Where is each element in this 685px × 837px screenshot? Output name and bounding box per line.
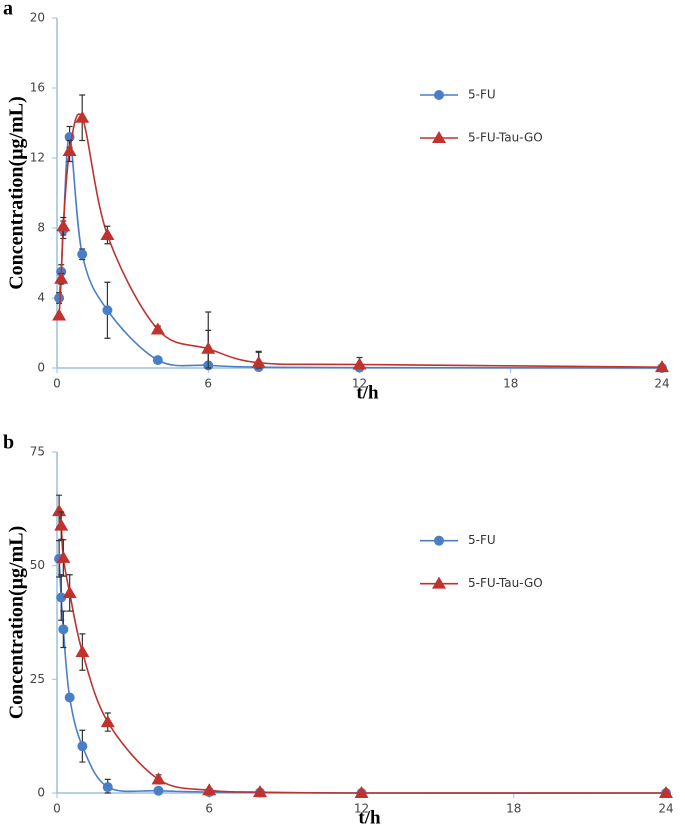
- series-line: [58, 510, 667, 794]
- marker: [58, 624, 69, 635]
- y-tick-label: 4: [37, 291, 45, 305]
- marker: [100, 715, 115, 728]
- y-tick-label: 20: [30, 11, 45, 25]
- marker: [655, 360, 669, 373]
- marker: [64, 692, 75, 703]
- x-tick-label: 0: [53, 802, 61, 816]
- marker: [352, 357, 367, 370]
- y-tick-label: 75: [30, 445, 45, 459]
- x-axis-label: t/h: [358, 807, 381, 828]
- marker: [75, 645, 90, 658]
- marker: [77, 741, 88, 752]
- legend-label: 5-FU-Tau-GO: [468, 131, 543, 145]
- x-tick-label: 24: [654, 377, 669, 391]
- marker: [201, 341, 216, 354]
- x-tick-label: 18: [506, 802, 521, 816]
- marker: [153, 785, 164, 796]
- marker: [56, 219, 71, 232]
- y-tick-label: 12: [30, 151, 45, 165]
- legend-label: 5-FU: [468, 88, 496, 102]
- error-bar: [205, 311, 212, 369]
- legend-label: 5-FU-Tau-GO: [468, 576, 543, 590]
- y-tick-label: 25: [30, 672, 45, 686]
- marker: [102, 782, 113, 793]
- y-axis-label: Concentration(μg/mL): [6, 526, 28, 720]
- marker: [150, 322, 165, 335]
- y-tick-label: 0: [37, 361, 45, 375]
- legend-label: 5-FU: [468, 533, 496, 547]
- series-line: [58, 558, 667, 794]
- marker: [54, 293, 65, 303]
- y-tick-label: 50: [30, 558, 45, 572]
- marker: [62, 144, 77, 156]
- marker: [62, 585, 77, 598]
- marker: [75, 110, 90, 123]
- marker: [253, 785, 267, 798]
- y-tick-label: 8: [37, 221, 45, 235]
- marker: [152, 355, 163, 366]
- y-tick-label: 16: [30, 81, 45, 95]
- x-tick-label: 6: [205, 802, 213, 816]
- panel-label: a: [3, 0, 13, 20]
- marker: [52, 504, 67, 517]
- x-axis-label: t/h: [356, 382, 379, 403]
- marker: [354, 786, 369, 798]
- marker: [56, 592, 67, 603]
- marker: [100, 228, 115, 240]
- x-tick-label: 0: [53, 377, 61, 391]
- marker: [434, 535, 444, 546]
- marker: [202, 783, 217, 796]
- x-tick-label: 12: [354, 802, 369, 816]
- marker: [432, 131, 446, 143]
- marker: [659, 786, 673, 798]
- marker: [54, 271, 69, 284]
- marker: [102, 305, 113, 316]
- marker: [434, 90, 444, 100]
- marker: [54, 518, 69, 531]
- marker: [52, 308, 67, 321]
- marker: [56, 550, 71, 563]
- y-tick-label: 0: [37, 786, 45, 800]
- marker: [77, 249, 88, 260]
- y-axis-label: Concentration(μg/mL): [6, 96, 28, 290]
- marker: [151, 772, 166, 785]
- x-tick-label: 12: [352, 377, 367, 391]
- x-tick-label: 6: [204, 377, 212, 391]
- marker: [251, 355, 266, 368]
- series-line: [58, 136, 663, 369]
- panel-label: b: [3, 432, 14, 454]
- series-line: [58, 113, 663, 368]
- marker: [432, 576, 446, 589]
- x-tick-label: 18: [503, 377, 518, 391]
- x-tick-label: 24: [658, 802, 673, 816]
